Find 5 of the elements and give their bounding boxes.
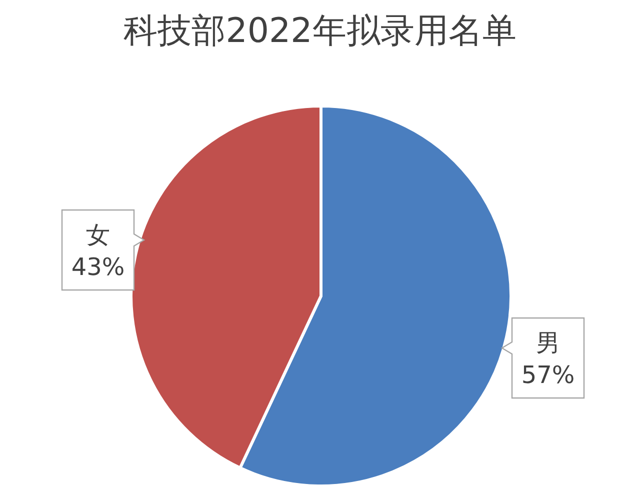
- slice-label: 男: [536, 329, 560, 357]
- data-label: 57%: [521, 361, 575, 389]
- slice-label: 女: [86, 221, 110, 249]
- chart-title: 科技部2022年拟录用名单: [124, 11, 516, 51]
- data-label: 43%: [71, 253, 125, 281]
